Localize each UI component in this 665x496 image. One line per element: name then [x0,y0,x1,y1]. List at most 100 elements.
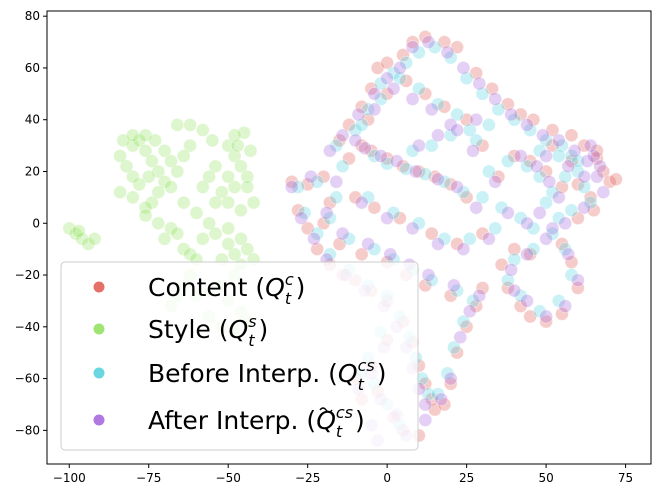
point-s3-9 [421,35,436,49]
point-s2-21 [583,195,598,210]
point-s3-83 [561,159,576,174]
point-s1-21 [164,154,178,169]
point-s0-99 [564,154,579,169]
point-s0-30 [507,242,522,257]
point-s3-70 [361,237,376,251]
point-s1-73 [183,138,198,153]
point-s1-9 [144,154,159,169]
point-s0-10 [405,35,420,49]
x-tick-label-3: −25 [295,471,320,485]
point-s1-19 [148,133,163,148]
point-s3-47 [462,304,477,319]
point-s3-22 [577,200,592,215]
point-s2-46 [456,314,471,329]
point-s3-63 [405,92,420,106]
point-s2-2 [329,138,344,153]
point-s3-91 [469,200,484,215]
point-s0-97 [583,190,598,205]
point-s3-73 [421,268,436,282]
point-s0-72 [475,138,490,153]
point-s0-3 [332,133,347,148]
point-s3-48 [472,288,487,303]
point-s0-102 [367,200,382,215]
point-s3-90 [481,231,496,246]
y-tick-label-5: 20 [25,164,40,178]
point-s1-68 [221,169,236,184]
point-s3-74 [446,278,461,293]
point-s0-55 [450,345,465,360]
point-s2-55 [520,159,534,174]
point-s2-101 [481,118,496,132]
point-s0-22 [590,151,604,166]
point-s2-58 [481,164,496,179]
point-s2-82 [571,154,585,169]
point-s2-16 [539,133,553,148]
point-s0-15 [485,81,500,96]
point-s3-31 [571,273,585,288]
point-s3-95 [545,221,560,236]
point-s0-65 [364,143,379,158]
point-s0-33 [513,299,528,314]
point-s2-23 [545,226,560,241]
point-s2-100 [462,123,477,138]
point-s2-65 [354,118,369,132]
point-s1-63 [214,185,229,200]
point-s0-69 [539,164,553,179]
point-s2-22 [564,203,579,218]
point-s2-30 [564,268,579,282]
point-s3-51 [408,164,423,179]
point-s2-11 [459,71,474,86]
point-s3-88 [431,237,445,251]
point-s2-4 [361,102,376,117]
x-tick-label-1: −75 [136,471,161,485]
point-s1-4 [87,231,102,246]
point-s0-86 [418,278,433,293]
legend-label-2: Before Interp. (Qcs t) [148,356,386,394]
x-tick-label-0: −100 [53,471,86,485]
point-s0-16 [500,97,515,112]
point-s0-73 [459,112,474,127]
point-s0-77 [380,86,395,101]
point-s3-11 [456,61,471,75]
point-s2-81 [558,169,573,184]
plot-frame [46,10,652,465]
point-s1-64 [221,195,236,210]
x-tick-label-6: 50 [538,471,553,485]
y-tick-label-3: −20 [15,268,40,282]
point-s3-93 [520,216,534,231]
point-s1-28 [138,208,153,223]
y-tick-label-4: 0 [32,216,40,230]
point-s0-59 [459,190,474,205]
point-s0-54 [443,376,458,391]
point-s0-98 [590,143,604,158]
point-s1-84 [240,242,255,257]
point-s2-93 [513,211,528,226]
point-s0-106 [475,226,490,241]
point-s2-24 [526,242,541,257]
point-s3-27 [507,283,522,298]
point-s1-86 [237,125,252,140]
legend-entries: Content (Qc t)Style (Qs t)Before Interp. (… [93,270,386,441]
point-s1-79 [202,216,217,231]
point-s3-23 [558,216,573,231]
point-s0-23 [596,164,611,179]
point-s0-104 [424,226,439,241]
point-s3-26 [504,262,519,277]
point-s1-10 [151,164,166,179]
point-s2-70 [367,242,382,257]
point-s2-27 [513,288,528,303]
point-s3-15 [520,118,534,132]
legend-sup-0: c [285,270,294,289]
point-s0-29 [523,247,538,262]
point-s1-81 [208,226,223,241]
point-s2-68 [322,211,337,226]
legend-marker-2 [93,367,105,379]
point-s3-84 [539,149,553,163]
point-s0-24 [602,174,617,189]
point-s3-58 [551,190,566,205]
point-s3-19 [580,154,595,169]
point-s0-31 [494,257,509,272]
point-s0-53 [437,397,452,412]
point-s0-96 [571,177,585,192]
point-s3-13 [488,92,503,106]
